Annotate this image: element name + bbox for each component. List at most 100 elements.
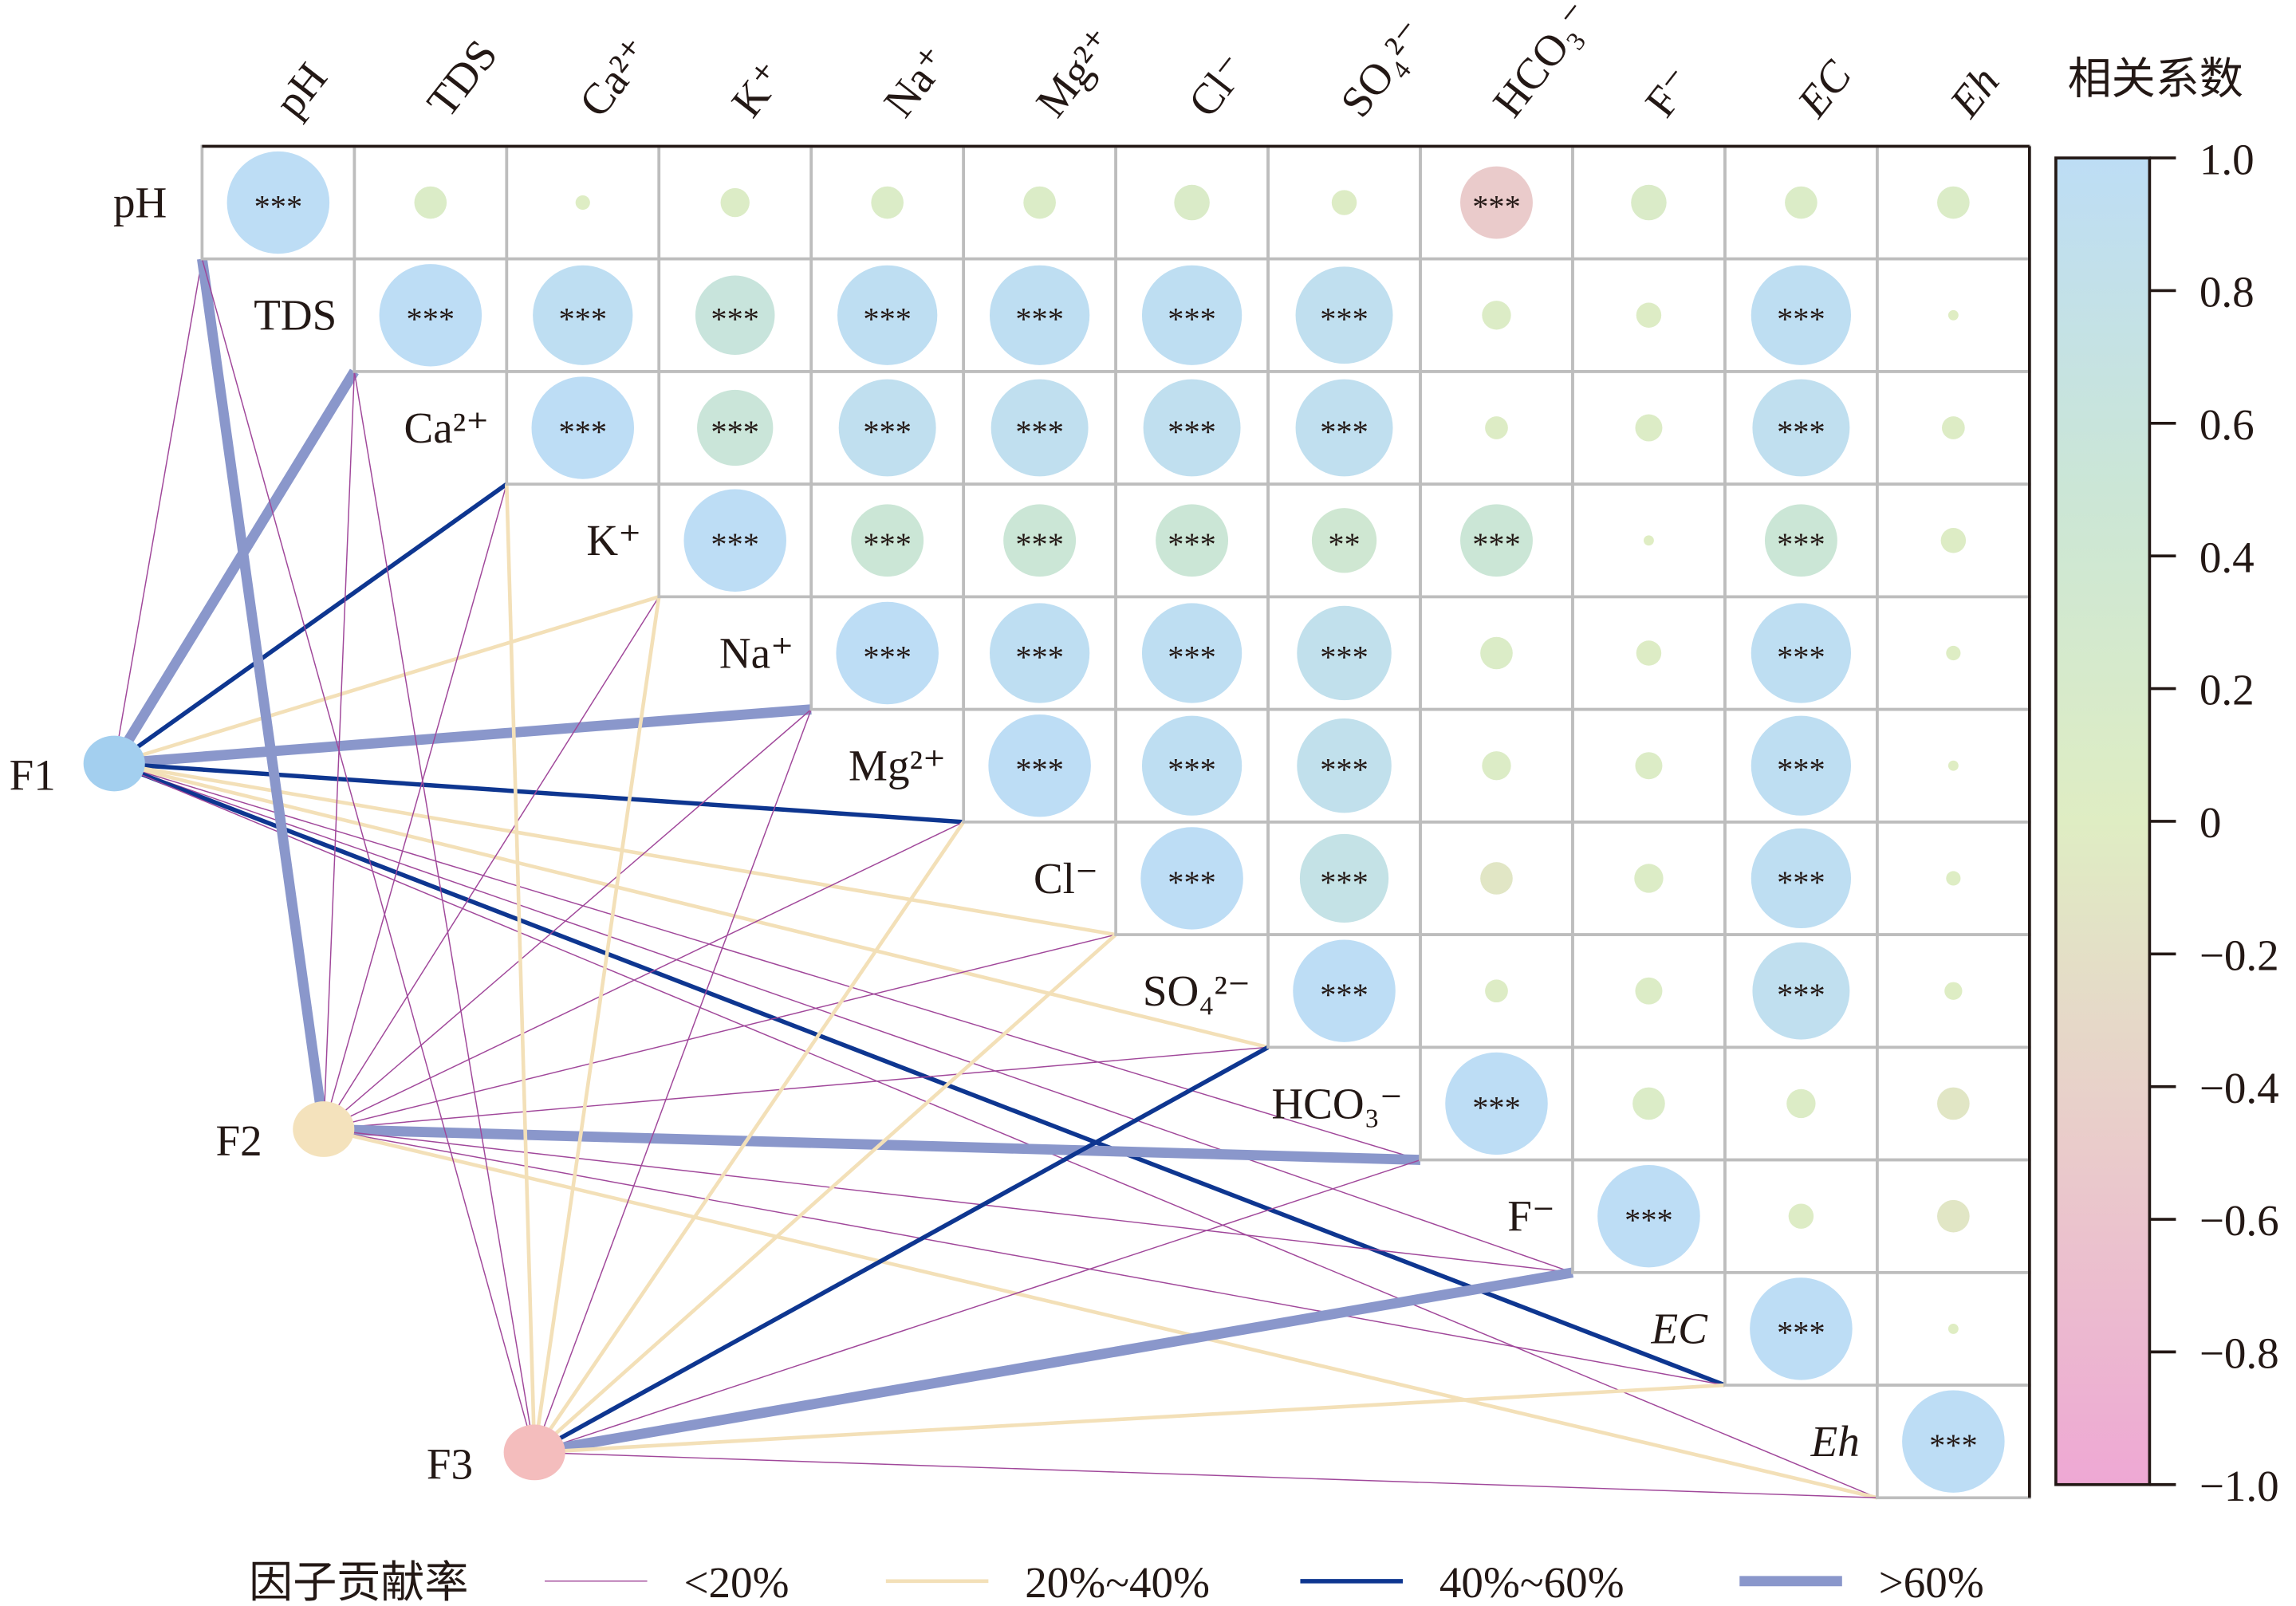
correlation-circle [1293, 939, 1396, 1042]
correlation-circle [1485, 979, 1508, 1003]
row-label: HCO₃⁻ [1271, 1079, 1403, 1128]
column-label: EC [1787, 51, 1861, 127]
correlation-circle [1752, 379, 1850, 477]
column-label: Ca²⁺ [569, 29, 660, 126]
significance-label: *** [558, 414, 607, 450]
correlation-circle [1947, 1323, 1959, 1334]
significance-label: *** [1168, 414, 1216, 450]
link-f1-3 [113, 595, 660, 766]
link-f3-7 [533, 1045, 1270, 1454]
link-f2-7 [323, 1046, 1269, 1130]
correlation-circle [1644, 535, 1654, 546]
correlation-circle [871, 186, 904, 219]
correlation-circle [1946, 871, 1961, 886]
link-f3-3 [532, 596, 661, 1453]
significance-label: *** [1777, 752, 1825, 788]
correlation-circle [1937, 186, 1970, 219]
significance-label: *** [1929, 1427, 1978, 1463]
link-f1-4 [113, 704, 812, 769]
factor-node-f1 [83, 735, 145, 792]
link-f2-4 [323, 709, 812, 1130]
factor-label: F3 [427, 1439, 473, 1488]
correlation-circle [851, 504, 924, 577]
link-f1-10 [113, 761, 1726, 1388]
correlation-circle [1786, 1088, 1816, 1119]
row-label: F⁻ [1507, 1192, 1555, 1241]
column-label: Eh [1940, 57, 2008, 126]
significance-label: *** [1320, 752, 1369, 788]
colorbar-tick-label: 0.4 [2200, 533, 2255, 581]
significance-label: *** [863, 526, 912, 562]
row-label: TDS [254, 291, 337, 340]
link-f1-8 [114, 762, 1421, 1161]
correlation-circle [1003, 504, 1077, 577]
correlation-circle [720, 187, 750, 218]
correlation-circle [1751, 828, 1852, 929]
row-label: EC [1651, 1305, 1709, 1353]
correlation-circle [695, 275, 775, 356]
correlation-circle [1635, 414, 1663, 442]
column-label: pH [265, 53, 337, 126]
significance-label: *** [1320, 977, 1369, 1013]
link-f1-0 [113, 258, 203, 764]
significance-label: *** [1472, 526, 1521, 562]
colorbar-tick-label: −0.2 [2200, 931, 2279, 979]
colorbar-tick-label: 1.0 [2200, 135, 2255, 183]
link-f2-5 [323, 821, 964, 1130]
colorbar-tick-label: 0.6 [2200, 400, 2255, 449]
significance-label: *** [1015, 639, 1064, 675]
significance-label: *** [1320, 414, 1369, 450]
row-label: Cl⁻ [1034, 854, 1098, 903]
significance-label: *** [1777, 414, 1825, 450]
link-f3-6 [533, 933, 1117, 1454]
correlation-circle [1788, 1203, 1814, 1229]
column-label: K⁺ [722, 53, 794, 126]
link-f2-9 [323, 1128, 1573, 1273]
factor-nodes: F1 F2 F3 [10, 735, 565, 1488]
correlation-circle [1174, 184, 1210, 221]
correlation-circle [1751, 603, 1852, 703]
significance-label: *** [863, 639, 912, 675]
correlation-circle [1482, 751, 1511, 781]
significance-label: *** [1472, 1089, 1521, 1125]
link-f3-10 [534, 1383, 1726, 1454]
column-label: F⁻ [1636, 58, 1703, 126]
row-label: K⁺ [586, 516, 641, 565]
row-label: Eh [1810, 1417, 1860, 1466]
column-label: TDS [417, 30, 506, 125]
correlation-circle [1480, 636, 1513, 670]
correlation-circle [533, 265, 633, 365]
significance-label: *** [1777, 1315, 1825, 1351]
significance-label: *** [1168, 526, 1216, 562]
correlation-grid: *** *** *** *** *** *** *** *** *** *** *** *** *** *… [200, 144, 2031, 1500]
column-label: Cl⁻ [1179, 45, 1257, 125]
correlation-circle [1311, 508, 1377, 573]
column-label: Mg²⁺ [1026, 19, 1124, 126]
correlation-circle [989, 603, 1090, 703]
correlation-circle [1295, 266, 1393, 364]
significance-label: *** [863, 301, 912, 337]
factor-label: F2 [215, 1116, 262, 1165]
significance-label: *** [1777, 639, 1825, 675]
legend-label: >60% [1879, 1558, 1984, 1606]
correlation-circle [575, 195, 590, 211]
link-f2-10 [323, 1128, 1726, 1386]
correlation-circle [1480, 862, 1513, 895]
link-f2-3 [323, 596, 660, 1130]
correlation-circle [1141, 603, 1243, 703]
significance-label: *** [1168, 752, 1216, 788]
correlation-circle [1141, 265, 1243, 365]
correlation-circle [1485, 416, 1508, 439]
link-f3-9 [534, 1267, 1574, 1458]
link-f1-1 [109, 368, 359, 766]
correlation-circle [1023, 186, 1056, 219]
colorbar-tick-label: −0.6 [2200, 1196, 2279, 1245]
correlation-circle [1299, 833, 1389, 923]
column-label: HCO₃⁻ [1483, 0, 1602, 126]
significance-label: *** [1168, 301, 1216, 337]
legend: 因子贡献率 <20% 20%~40% 40%~60% >60% [249, 1558, 1984, 1606]
correlation-circle [1331, 190, 1357, 215]
row-label: Ca²⁺ [404, 403, 489, 452]
significance-label: *** [1472, 188, 1521, 224]
